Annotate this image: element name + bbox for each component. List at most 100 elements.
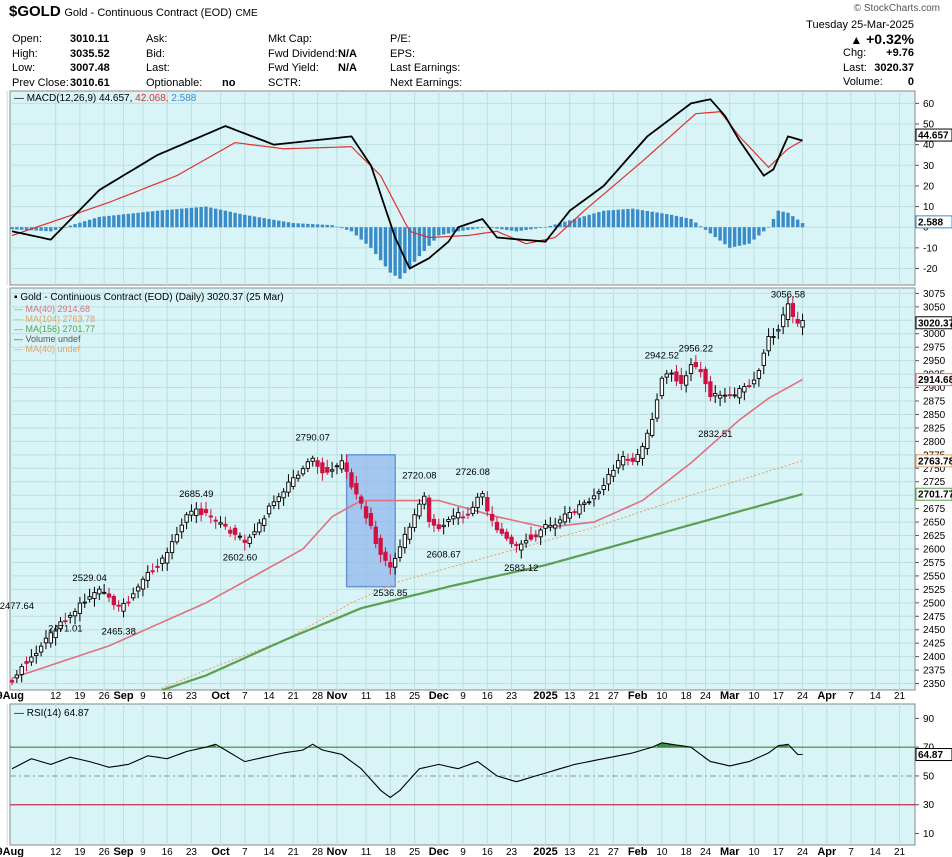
macd-legend: — MACD(12,26,9) 44.657, 42.068, 2.588 <box>14 93 197 104</box>
x-axis-label: 18 <box>681 691 693 702</box>
candle <box>776 329 781 332</box>
histogram-bar <box>762 227 766 232</box>
macd-signal-line <box>11 110 803 245</box>
price-y-tick-label: 2550 <box>923 571 946 582</box>
histogram-bar <box>102 216 106 228</box>
header-value: +9.76 <box>886 47 914 59</box>
macd-panel <box>9 90 916 286</box>
candle <box>422 495 427 505</box>
candle <box>611 469 616 477</box>
candle <box>596 491 602 494</box>
candle <box>19 666 24 675</box>
price-annotation: 3056.58 <box>771 289 805 300</box>
candle <box>533 534 538 538</box>
histogram-bar <box>786 212 790 228</box>
histogram-bar <box>228 211 232 228</box>
x-axis-label: 14 <box>870 847 882 857</box>
macd-y-tick-label: -10 <box>923 243 938 254</box>
ma-legend-entry: — MA(40) undef <box>14 344 81 354</box>
candle <box>131 593 136 599</box>
x-axis-label: 24 <box>700 691 712 702</box>
candle <box>664 373 669 378</box>
price-annotation: 2465.38 <box>102 626 136 637</box>
price-y-tick-label: 2450 <box>923 625 946 636</box>
candle <box>669 372 674 375</box>
histogram-bar <box>199 206 203 228</box>
x-axis-label: 23 <box>186 691 198 702</box>
price-legend: ▪ Gold - Continuous Contract (EOD) (Dail… <box>14 292 284 303</box>
macd-y-tick-label: 50 <box>923 120 935 131</box>
candle <box>582 502 587 505</box>
candle <box>460 516 466 519</box>
header-value: 3007.48 <box>70 62 110 74</box>
candle <box>48 632 53 644</box>
candle <box>349 472 354 488</box>
x-axis-label: 10 <box>656 691 668 702</box>
candle <box>223 523 228 527</box>
histogram-bar <box>403 227 407 274</box>
candle <box>766 336 771 352</box>
histogram-bar <box>611 210 616 228</box>
x-axis-label: 21 <box>588 847 600 857</box>
candle <box>412 514 417 528</box>
price-y-tick-label: 2400 <box>923 652 946 663</box>
watermark: © StockCharts.com <box>853 3 940 14</box>
x-axis-label: Oct <box>211 846 230 857</box>
x-axis-label: Dec <box>429 846 449 857</box>
x-axis-label: 19 <box>74 847 86 857</box>
histogram-bar <box>160 210 165 228</box>
header-value: no <box>222 76 236 89</box>
histogram-bar <box>398 227 402 279</box>
x-axis-label: 7 <box>242 847 248 857</box>
histogram-bar <box>524 227 528 230</box>
histogram-bar <box>703 227 708 230</box>
histogram-bar <box>422 227 426 251</box>
header-label: Open: <box>12 33 42 45</box>
ma-legend-entry: — MA(104) 2763.78 <box>14 314 95 324</box>
price-annotation: 2685.49 <box>179 489 213 500</box>
value-tag-box <box>915 373 952 387</box>
histogram-bar <box>214 208 218 228</box>
candle <box>121 602 126 612</box>
candle <box>359 496 364 504</box>
candle <box>393 557 398 568</box>
header-date: Tuesday 25-Mar-2025 <box>806 19 914 31</box>
x-axis-label: 25 <box>409 847 421 857</box>
x-axis-label: Apr <box>817 846 837 857</box>
histogram-bar <box>606 210 611 228</box>
x-axis-label: 24 <box>797 847 809 857</box>
header-label: High: <box>12 47 38 60</box>
candle <box>145 571 150 581</box>
histogram-bar <box>136 212 140 228</box>
candle <box>160 557 165 565</box>
candle <box>548 524 553 528</box>
histogram-bar <box>97 216 101 228</box>
candle <box>553 524 558 529</box>
price-annotation: 2477.64 <box>0 601 34 612</box>
histogram-bar <box>597 212 601 228</box>
candle <box>717 394 723 399</box>
candle <box>165 552 170 564</box>
histogram-bar <box>354 227 359 236</box>
ma-legend-entry: — Volume undef <box>14 334 81 344</box>
histogram-bar <box>306 223 310 228</box>
histogram-bar <box>660 213 664 228</box>
candle <box>800 320 805 328</box>
histogram-bar <box>223 210 228 228</box>
up-arrow-icon: ▲ <box>850 33 863 47</box>
price-y-tick-label: 2650 <box>923 518 946 529</box>
candle <box>625 458 631 461</box>
candle <box>771 336 776 338</box>
histogram-bar <box>771 218 776 228</box>
histogram-bar <box>538 227 543 228</box>
candle <box>446 518 451 522</box>
price-y-tick-label: 3050 <box>923 302 946 313</box>
candle <box>271 501 277 506</box>
candle <box>698 369 703 373</box>
histogram-bar <box>383 227 388 267</box>
candle <box>693 362 699 368</box>
x-axis-label: Nov <box>327 690 349 702</box>
histogram-bar <box>587 214 591 228</box>
header-label: Mkt Cap: <box>268 33 313 45</box>
x-axis-label: 24 <box>797 691 809 702</box>
